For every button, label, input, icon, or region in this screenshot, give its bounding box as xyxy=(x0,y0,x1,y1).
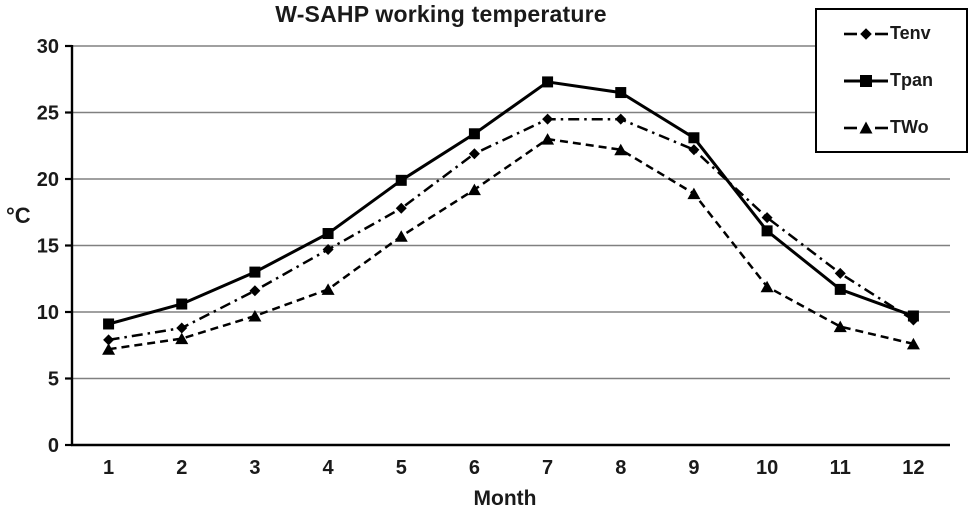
y-tick-label: 0 xyxy=(48,435,59,457)
marker-diamond xyxy=(615,113,627,125)
marker-triangle xyxy=(687,187,701,200)
x-tick-label: 12 xyxy=(902,457,924,479)
x-tick-label: 8 xyxy=(615,457,626,479)
marker-triangle xyxy=(760,280,774,293)
marker-triangle xyxy=(614,143,628,156)
y-axis-title: °C xyxy=(6,203,31,228)
marker-square xyxy=(615,87,627,99)
x-tick-label: 1 xyxy=(103,457,114,479)
marker-triangle xyxy=(541,133,555,145)
y-tick-label: 10 xyxy=(37,302,59,324)
marker-triangle xyxy=(175,332,189,345)
marker-diamond xyxy=(103,334,115,346)
marker-square xyxy=(395,174,407,186)
chart-title: W-SAHP working temperature xyxy=(275,1,607,27)
marker-triangle xyxy=(321,283,335,295)
marker-diamond xyxy=(542,113,554,125)
marker-square xyxy=(249,266,261,278)
series-line-tenv xyxy=(108,117,915,342)
x-tick-label: 2 xyxy=(176,457,187,479)
marker-square xyxy=(176,298,188,310)
x-axis-title: Month xyxy=(473,487,537,510)
marker-triangle xyxy=(467,183,481,196)
y-tick-label: 15 xyxy=(37,236,59,258)
x-tick-label: 9 xyxy=(688,457,699,479)
x-tick-label: 6 xyxy=(469,457,480,479)
marker-square xyxy=(761,225,773,237)
x-tick-label: 7 xyxy=(542,457,553,479)
legend-item-two: TWo xyxy=(843,117,966,138)
series-line-two xyxy=(108,137,914,351)
legend-line-sample-dashed-triangle-icon xyxy=(844,121,888,133)
legend-item-tpan: Tpan xyxy=(843,70,966,91)
marker-triangle xyxy=(833,320,847,333)
legend-label: TWo xyxy=(890,117,929,137)
series-line-tpan xyxy=(108,80,914,326)
marker-triangle xyxy=(248,309,262,322)
marker-triangle xyxy=(394,230,408,242)
marker-square xyxy=(468,128,480,140)
marker-diamond xyxy=(761,212,773,224)
marker-triangle xyxy=(102,343,116,355)
marker-square xyxy=(103,318,115,330)
marker-diamond xyxy=(395,202,407,214)
marker-square xyxy=(688,132,700,144)
x-tick-label: 11 xyxy=(830,457,851,479)
legend-line-sample-dashdot-diamond-icon xyxy=(844,27,888,40)
marker-square xyxy=(322,228,334,240)
marker-square xyxy=(542,76,554,88)
marker-square xyxy=(907,310,919,322)
marker-diamond xyxy=(468,148,480,160)
marker-diamond xyxy=(249,285,261,297)
marker-diamond xyxy=(688,144,700,156)
y-tick-label: 5 xyxy=(48,369,59,391)
y-tick-label: 30 xyxy=(37,36,59,58)
legend-line-sample-solid-square-icon xyxy=(844,74,888,87)
legend-label: Tpan xyxy=(890,70,933,90)
y-tick-label: 25 xyxy=(37,103,59,125)
x-tick-label: 5 xyxy=(396,457,407,479)
marker-diamond xyxy=(176,322,188,334)
y-tick-label: 20 xyxy=(37,169,59,191)
x-tick-label: 3 xyxy=(249,457,260,479)
legend: Tenv Tpan TWo xyxy=(815,8,968,153)
x-tick-label: 10 xyxy=(756,457,778,479)
marker-diamond xyxy=(322,243,334,255)
marker-square xyxy=(834,283,846,295)
marker-triangle xyxy=(906,337,920,350)
marker-diamond xyxy=(834,267,846,279)
legend-label: Tenv xyxy=(890,23,931,43)
legend-item-tenv: Tenv xyxy=(843,23,966,44)
x-tick-label: 4 xyxy=(323,457,335,479)
